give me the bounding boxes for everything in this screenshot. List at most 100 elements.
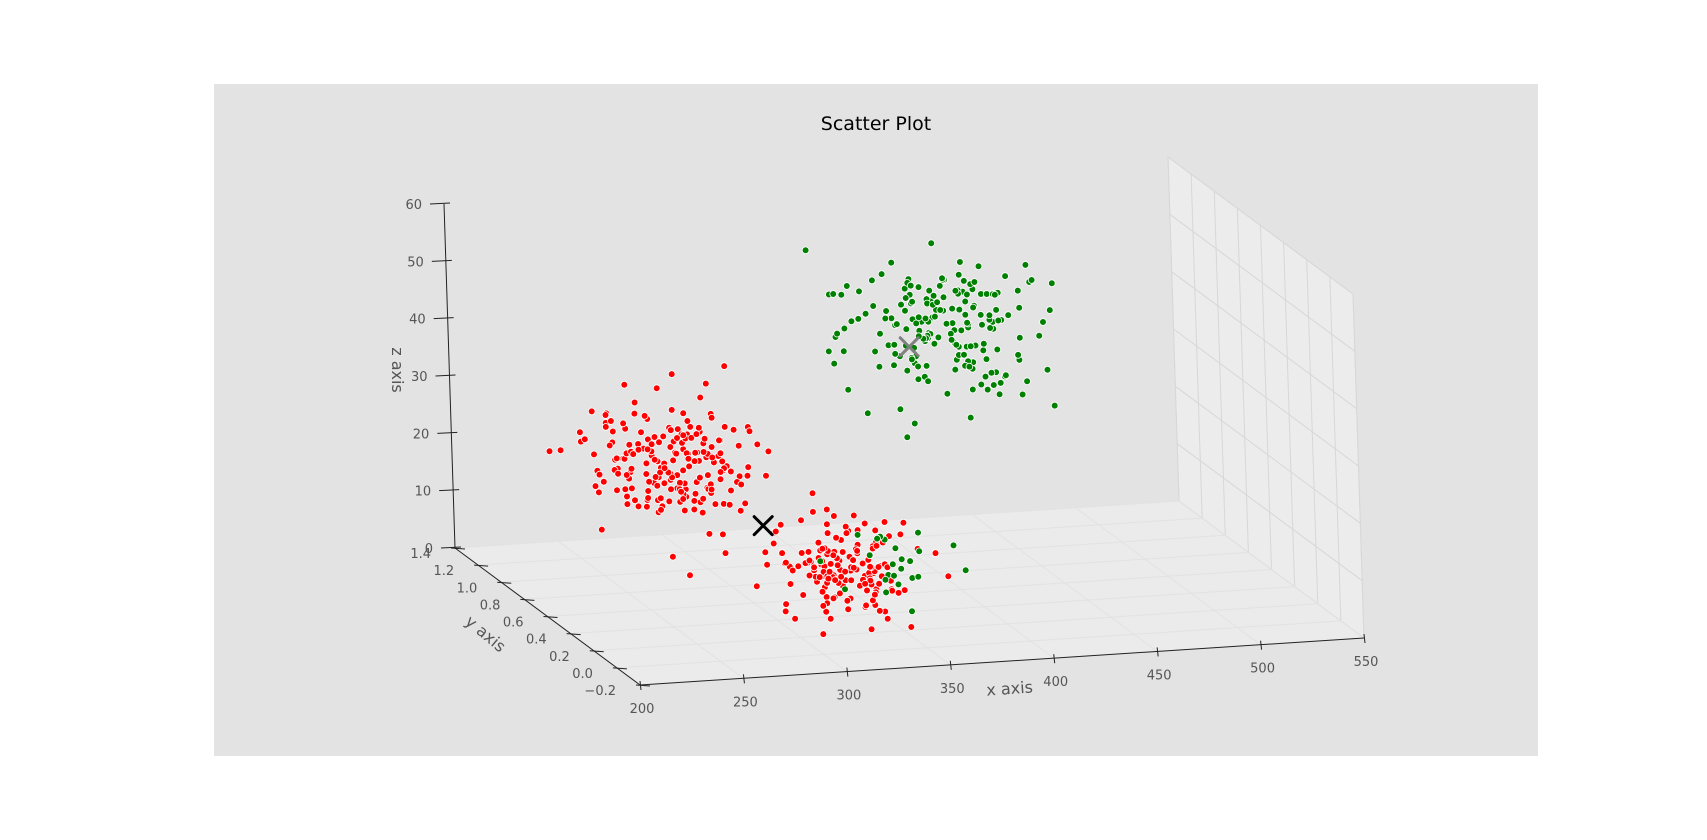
red-point — [907, 623, 916, 631]
green-point — [960, 350, 968, 359]
green-point — [966, 413, 975, 422]
green-point — [976, 311, 985, 319]
red-point — [650, 455, 659, 464]
red-point — [819, 630, 828, 638]
x-tick-mark — [1260, 640, 1263, 650]
green-point — [903, 433, 912, 442]
green-point — [943, 389, 952, 398]
red-point — [805, 556, 814, 565]
green-point — [934, 333, 943, 342]
green-point — [990, 290, 999, 299]
green-point — [869, 302, 877, 310]
green-point — [865, 551, 874, 560]
red-point — [694, 423, 703, 432]
red-point — [849, 563, 858, 572]
red-point — [716, 468, 725, 476]
green-point — [1018, 390, 1027, 399]
green-point — [908, 607, 916, 615]
green-point — [963, 290, 971, 299]
red-point — [707, 443, 716, 451]
red-point — [744, 463, 752, 471]
red-point — [700, 434, 709, 443]
red-point — [634, 502, 643, 511]
red-point — [782, 558, 790, 567]
red-point — [829, 551, 838, 560]
green-point — [992, 306, 1000, 314]
green-point — [987, 368, 996, 377]
red-point — [666, 426, 675, 434]
red-point — [769, 539, 778, 548]
green-point — [948, 304, 956, 313]
green-point — [897, 300, 905, 309]
green-point — [985, 311, 994, 320]
x-tick-label: 450 — [1147, 668, 1172, 683]
red-point — [715, 436, 723, 445]
green-point — [969, 303, 977, 312]
red-point — [696, 473, 704, 482]
red-point — [894, 589, 903, 597]
green-point — [929, 291, 938, 300]
red-point — [642, 459, 651, 468]
x-tick-label: 250 — [733, 695, 758, 710]
green-point — [912, 319, 920, 328]
red-point — [899, 518, 908, 527]
red-point — [699, 448, 708, 456]
green-point — [829, 290, 837, 298]
green-point — [993, 345, 1002, 354]
green-point — [882, 307, 890, 315]
red-point — [576, 428, 584, 437]
red-point — [630, 409, 639, 418]
red-point — [627, 464, 636, 473]
red-point — [634, 445, 643, 454]
red-point — [782, 600, 790, 608]
red-point — [736, 506, 745, 515]
red-point — [804, 548, 813, 556]
red-point — [653, 481, 662, 490]
z-tick-mark — [429, 202, 451, 205]
red-point — [842, 529, 851, 537]
red-point — [667, 406, 676, 414]
green-point — [1002, 371, 1010, 380]
red-point — [871, 526, 879, 535]
green-point — [896, 405, 905, 414]
red-point — [692, 430, 701, 438]
green-point — [882, 588, 890, 597]
x-axis-label: x axis — [986, 677, 1034, 699]
green-point — [840, 324, 849, 333]
green-point — [1035, 331, 1043, 340]
green-point — [935, 282, 944, 290]
x-tick-label: 200 — [630, 702, 655, 717]
red-point — [815, 573, 824, 581]
green-point — [952, 340, 961, 349]
red-point — [656, 468, 664, 477]
y-tick-label: 1.4 — [410, 547, 431, 562]
red-point — [771, 527, 780, 536]
green-point — [906, 281, 915, 290]
centroid-marker-red-cluster — [752, 515, 774, 537]
green-point — [956, 258, 964, 266]
green-point — [981, 372, 990, 381]
centroid-marker-green-cluster — [898, 336, 920, 358]
green-point — [892, 320, 901, 328]
red-point — [650, 433, 659, 441]
red-point — [556, 446, 565, 455]
red-point — [843, 596, 852, 605]
green-point — [939, 293, 948, 302]
red-point — [683, 417, 692, 425]
green-point — [897, 564, 905, 573]
red-point — [587, 407, 596, 416]
red-point — [809, 508, 817, 516]
y-tick-mark — [520, 598, 535, 601]
red-point — [829, 594, 838, 603]
green-point — [924, 377, 932, 386]
red-point — [819, 602, 828, 610]
red-point — [623, 500, 632, 508]
red-point — [699, 494, 707, 503]
red-point — [818, 544, 827, 553]
z-tick-mark — [431, 259, 452, 262]
green-point — [946, 329, 955, 338]
green-point — [968, 385, 977, 394]
green-point — [931, 312, 939, 321]
red-point — [888, 586, 896, 595]
y-tick-label: 0.6 — [503, 616, 524, 631]
